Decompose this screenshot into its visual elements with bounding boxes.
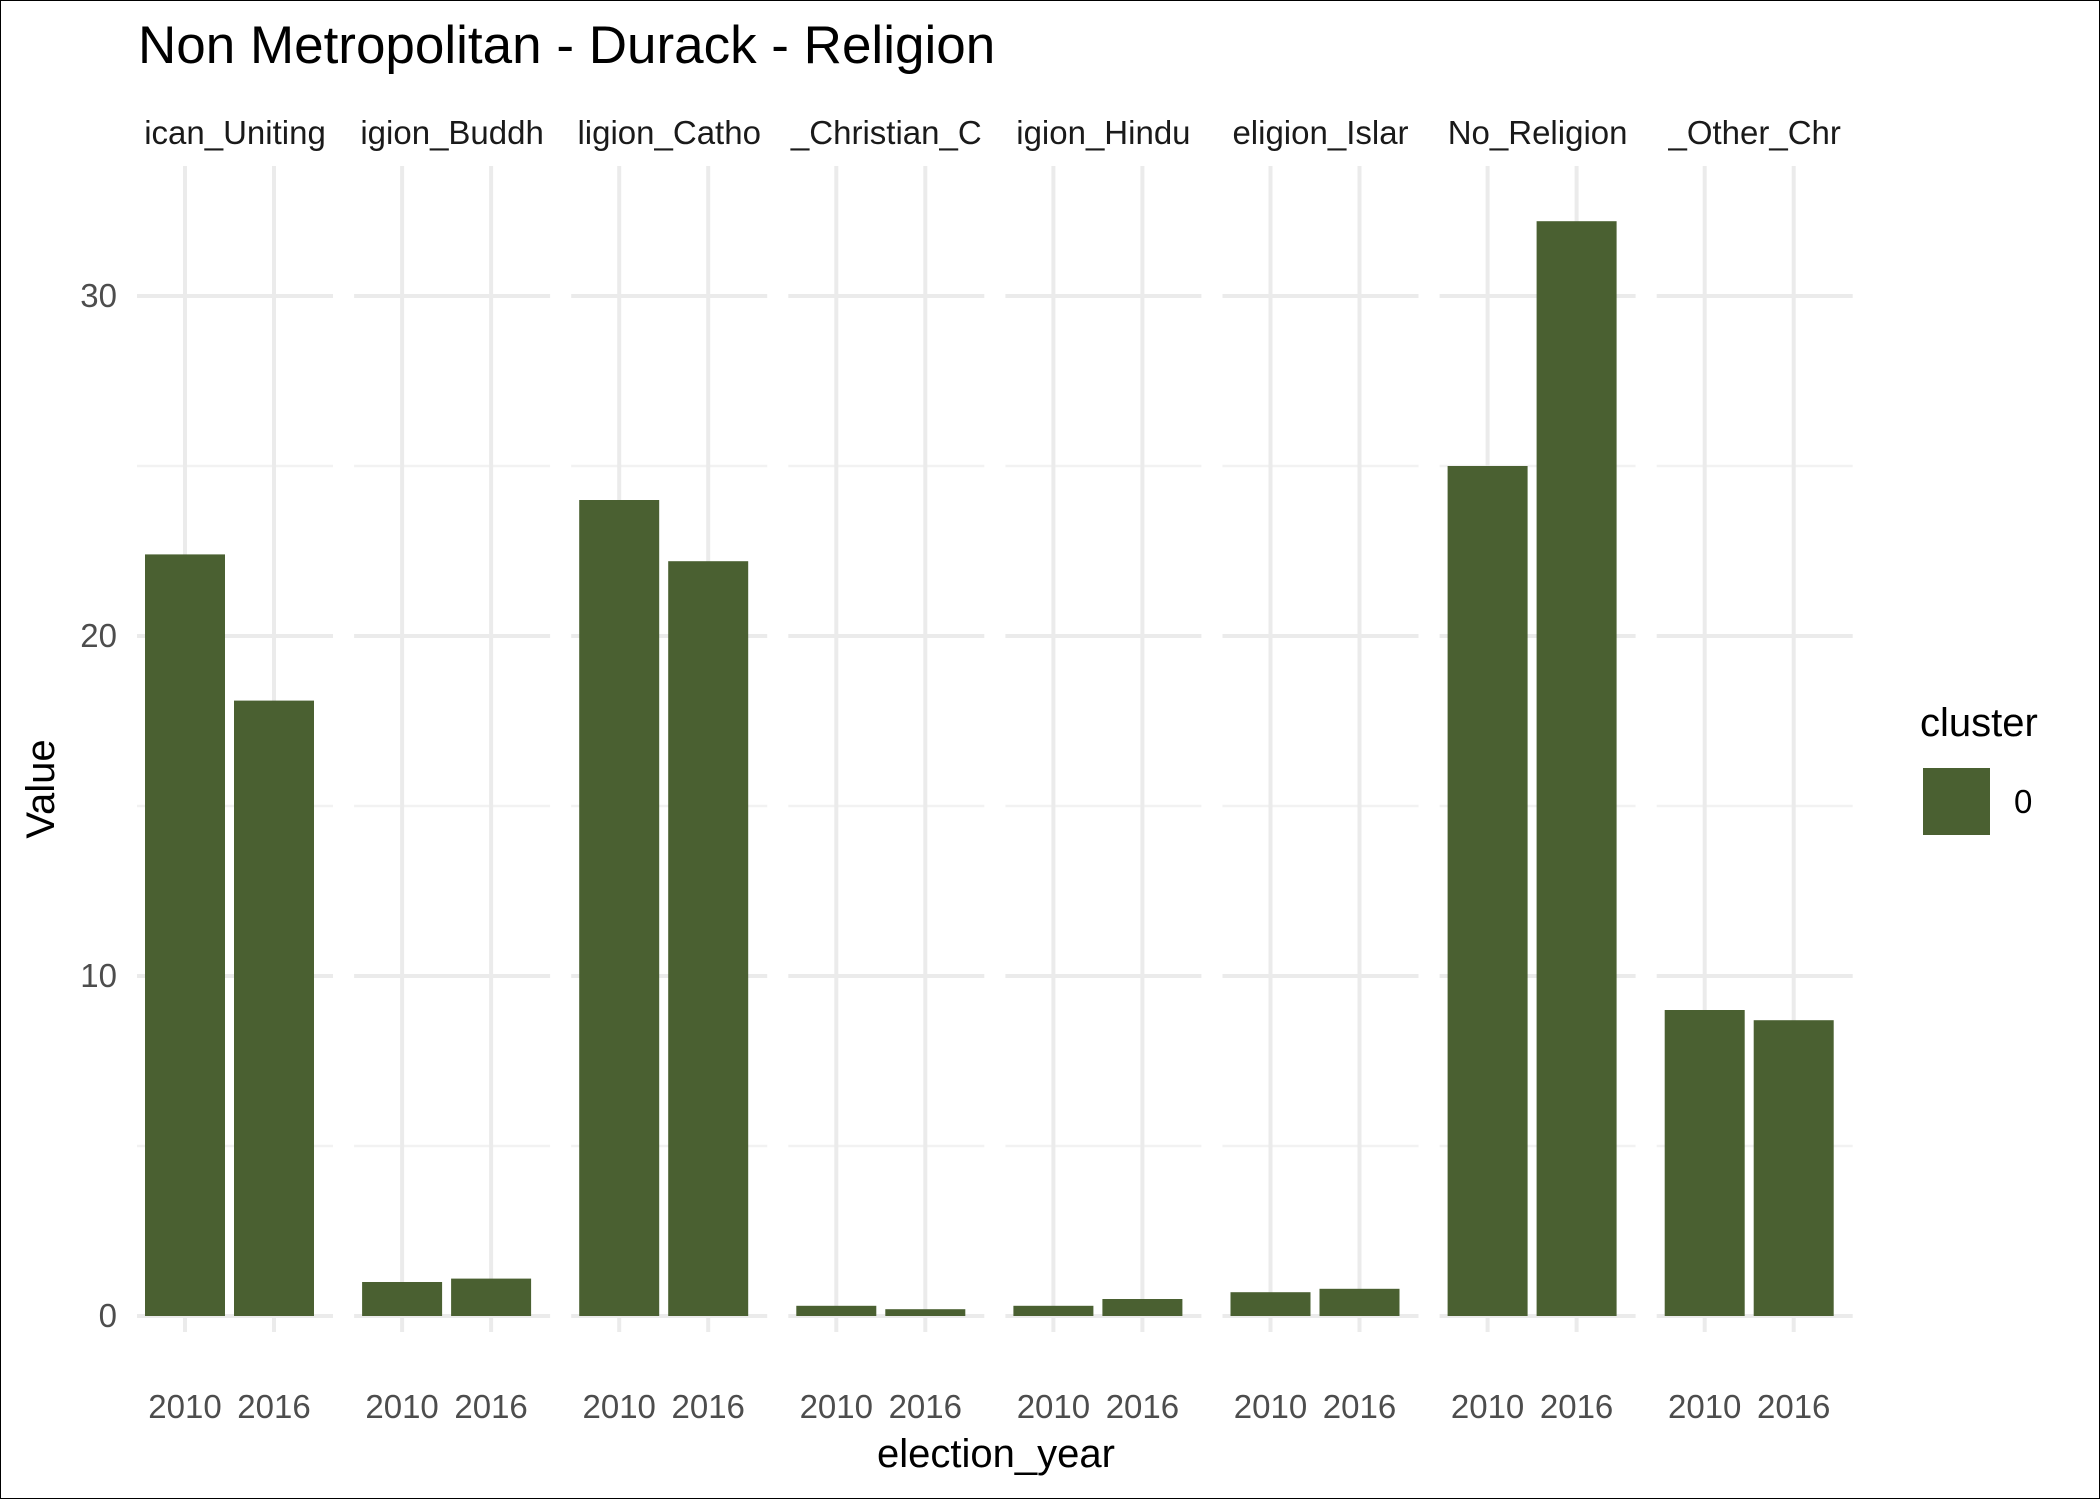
facet-strip-label: ican_Uniting bbox=[144, 114, 326, 151]
x-tick-label: 2010 bbox=[1668, 1388, 1741, 1425]
bar-Religion_Hinduism-2010 bbox=[1013, 1305, 1094, 1316]
facet-strip-label: _Christian_C bbox=[790, 114, 982, 151]
x-tick-label: 2010 bbox=[1451, 1388, 1524, 1425]
bar-marks bbox=[145, 221, 1834, 1317]
x-tick-label: 2016 bbox=[237, 1388, 310, 1425]
legend-key-label: 0 bbox=[2014, 783, 2032, 820]
x-tick-label: 2010 bbox=[148, 1388, 221, 1425]
facet-strip-label: eligion_Islar bbox=[1232, 114, 1408, 151]
x-tick-label: 2010 bbox=[1234, 1388, 1307, 1425]
y-tick-label: 0 bbox=[99, 1297, 117, 1334]
x-tick-label: 2016 bbox=[671, 1388, 744, 1425]
bar-Religion_Buddhism-2010 bbox=[362, 1282, 443, 1316]
y-tick-label: 20 bbox=[80, 617, 117, 654]
y-axis-title: Value bbox=[19, 739, 63, 838]
chart-title: Non Metropolitan - Durack - Religion bbox=[138, 16, 995, 75]
x-tick-labels: 2010 2016 2010 2016 2010 2016 2010 2016 2010 2016… bbox=[148, 1388, 1830, 1425]
x-tick-label: 2016 bbox=[454, 1388, 527, 1425]
legend-title: cluster bbox=[1920, 701, 2038, 745]
facet-strip-label: _Other_Chr bbox=[1667, 114, 1840, 151]
bar-Religion_Anglican_Uniting-2016 bbox=[234, 700, 314, 1316]
bar-Religion_Catholic-2010 bbox=[579, 500, 660, 1316]
bar-Religion_Buddhism-2016 bbox=[451, 1278, 532, 1316]
x-tick-label: 2016 bbox=[1323, 1388, 1396, 1425]
x-tick-label: 2016 bbox=[889, 1388, 962, 1425]
bar-Religion_Islam-2016 bbox=[1319, 1288, 1400, 1316]
bar-Religion_Christian_Other-2010 bbox=[796, 1305, 877, 1316]
x-tick-label: 2010 bbox=[582, 1388, 655, 1425]
y-tick-label: 30 bbox=[80, 277, 117, 314]
x-tick-label: 2016 bbox=[1540, 1388, 1613, 1425]
x-tick-label: 2010 bbox=[365, 1388, 438, 1425]
bar-Religion_Hinduism-2016 bbox=[1102, 1299, 1183, 1316]
x-tick-label: 2010 bbox=[1017, 1388, 1090, 1425]
bar-Religion_Other_Christian-2016 bbox=[1753, 1020, 1834, 1316]
bar-Religion_Other_Christian-2010 bbox=[1664, 1010, 1745, 1316]
y-tick-labels: 0 10 20 30 bbox=[80, 277, 117, 1334]
bar-Religion_No_Religion-2016 bbox=[1536, 221, 1617, 1317]
bar-Religion_Islam-2010 bbox=[1230, 1292, 1311, 1316]
facet-strip-label: igion_Hindu bbox=[1016, 114, 1190, 151]
x-tick-label: 2010 bbox=[800, 1388, 873, 1425]
y-tick-label: 10 bbox=[80, 957, 117, 994]
bar-Religion_Anglican_Uniting-2010 bbox=[145, 554, 225, 1316]
facet-strip-label: No_Religion bbox=[1448, 114, 1628, 151]
facet-strip-label: ligion_Catho bbox=[577, 114, 760, 151]
bar-Religion_Catholic-2016 bbox=[668, 561, 749, 1316]
bar-Religion_Christian_Other-2016 bbox=[885, 1309, 966, 1316]
x-tick-label: 2016 bbox=[1757, 1388, 1830, 1425]
x-tick-label: 2016 bbox=[1106, 1388, 1179, 1425]
legend-key-swatch bbox=[1923, 768, 1990, 835]
x-axis-title: election_year bbox=[877, 1432, 1115, 1476]
facet-strip-labels: ican_Uniting igion_Buddh ligion_Catho _Chri… bbox=[144, 114, 1841, 151]
facet-strip-label: igion_Buddh bbox=[360, 114, 544, 151]
bar-Religion_No_Religion-2010 bbox=[1447, 466, 1528, 1316]
legend: cluster 0 bbox=[1920, 701, 2038, 835]
